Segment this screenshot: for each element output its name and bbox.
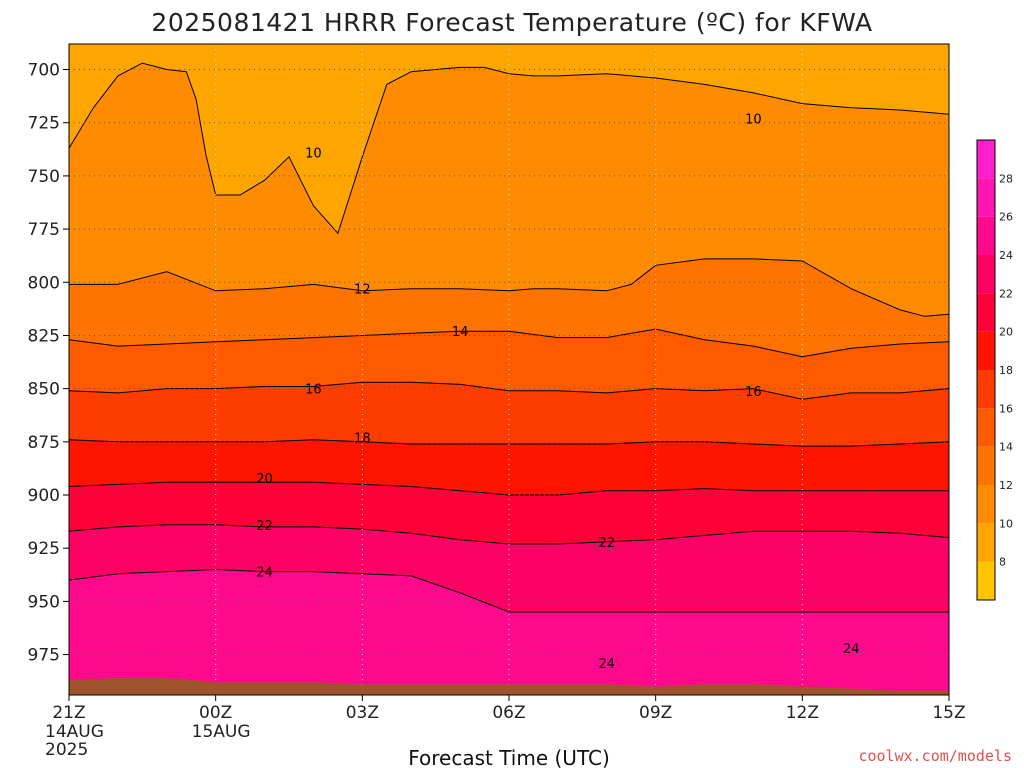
colorbar-segment-10 xyxy=(977,178,995,217)
y-tick-label-800: 800 xyxy=(28,273,60,293)
y-tick-label-750: 750 xyxy=(28,167,60,187)
colorbar-segment-0 xyxy=(977,561,995,600)
contour-12 xyxy=(69,258,950,317)
x-tick-sublabel-0-0: 14AUG xyxy=(45,722,104,742)
colorbar-tick-22: 22 xyxy=(999,287,1013,300)
plot-area: 10 10 12 14 16 16 18 20 22 22 24 24 24 xyxy=(68,43,950,696)
colorbar-segment-6 xyxy=(977,331,995,370)
colorbar-segment-5 xyxy=(977,370,995,409)
chart-title: 2025081421 HRRR Forecast Temperature (ºC… xyxy=(151,8,872,37)
colorbar-tick-18: 18 xyxy=(999,364,1013,377)
x-tick-label-1: 00Z xyxy=(199,703,232,723)
contour-label-22: 22 xyxy=(599,536,616,551)
colorbar-segment-3 xyxy=(977,446,995,485)
contour-14 xyxy=(68,328,950,358)
colorbar-tick-16: 16 xyxy=(999,402,1013,415)
colorbar-tick-10: 10 xyxy=(999,517,1013,530)
x-tick-label-5: 12Z xyxy=(786,703,819,723)
contour-label-10: 10 xyxy=(305,147,322,162)
colorbar-tick-26: 26 xyxy=(999,211,1013,224)
x-tick-sublabel-1-0: 15AUG xyxy=(192,722,251,742)
colorbar-segment-4 xyxy=(977,408,995,447)
contour-label-14: 14 xyxy=(452,325,469,340)
y-tick-label-775: 775 xyxy=(28,220,60,240)
contour-label-12: 12 xyxy=(354,283,371,298)
contour-10 xyxy=(68,62,950,235)
y-tick-label-900: 900 xyxy=(28,486,60,506)
contour-label-22: 22 xyxy=(256,519,273,534)
colorbar-segment-2 xyxy=(977,485,995,524)
colorbar-tick-14: 14 xyxy=(999,441,1013,454)
dotted-grid xyxy=(68,44,950,695)
contour-label-16: 16 xyxy=(305,383,322,398)
credit-text: coolwx.com/models xyxy=(858,747,1012,765)
colorbar-segment-1 xyxy=(977,523,995,562)
contour-label-24: 24 xyxy=(599,657,616,672)
colorbar-segment-9 xyxy=(977,216,995,255)
colorbar-tick-24: 24 xyxy=(999,249,1013,262)
x-tick-label-4: 09Z xyxy=(639,703,672,723)
y-tick-label-700: 700 xyxy=(28,61,60,81)
contour-label-20: 20 xyxy=(256,472,273,487)
x-tick-label-6: 15Z xyxy=(932,703,965,723)
colorbar-tick-8: 8 xyxy=(999,556,1006,569)
terrain-fill xyxy=(69,678,949,695)
contour-labels: 10 10 12 14 16 16 18 20 22 22 24 24 24 xyxy=(256,112,859,672)
x-axis-title: Forecast Time (UTC) xyxy=(408,746,610,768)
y-tick-label-950: 950 xyxy=(28,592,60,612)
contour-label-16: 16 xyxy=(745,385,762,400)
band-24 xyxy=(69,569,949,695)
contour-label-24: 24 xyxy=(256,566,273,581)
y-tick-label-725: 725 xyxy=(28,114,60,134)
y-tick-label-850: 850 xyxy=(28,380,60,400)
colorbar-segment-7 xyxy=(977,293,995,332)
y-tick-label-875: 875 xyxy=(28,433,60,453)
contour-label-18: 18 xyxy=(354,432,371,447)
contour-label-24: 24 xyxy=(843,642,860,657)
colorbar-segment-11 xyxy=(977,140,995,179)
contour-label-10: 10 xyxy=(745,112,762,127)
y-tick-label-825: 825 xyxy=(28,326,60,346)
colorbar-frame xyxy=(976,139,996,601)
terrain-surface xyxy=(69,678,949,695)
x-tick-label-0: 21Z xyxy=(52,703,85,723)
colorbar: 8 10 12 14 16 18 20 22 24 26 28 xyxy=(976,139,1013,601)
colorbar-tick-28: 28 xyxy=(999,172,1013,185)
colorbar-tick-20: 20 xyxy=(999,326,1013,339)
y-tick-label-925: 925 xyxy=(28,539,60,559)
x-tick-label-2: 03Z xyxy=(346,703,379,723)
x-tick-sublabel-0-1: 2025 xyxy=(45,740,88,760)
y-tick-label-975: 975 xyxy=(28,646,60,666)
x-tick-label-3: 06Z xyxy=(492,703,525,723)
y-axis: 700 725 750 775 800 825 850 875 900 925 950 975 xyxy=(28,61,69,666)
colorbar-segment-8 xyxy=(977,255,995,294)
colorbar-tick-12: 12 xyxy=(999,479,1013,492)
